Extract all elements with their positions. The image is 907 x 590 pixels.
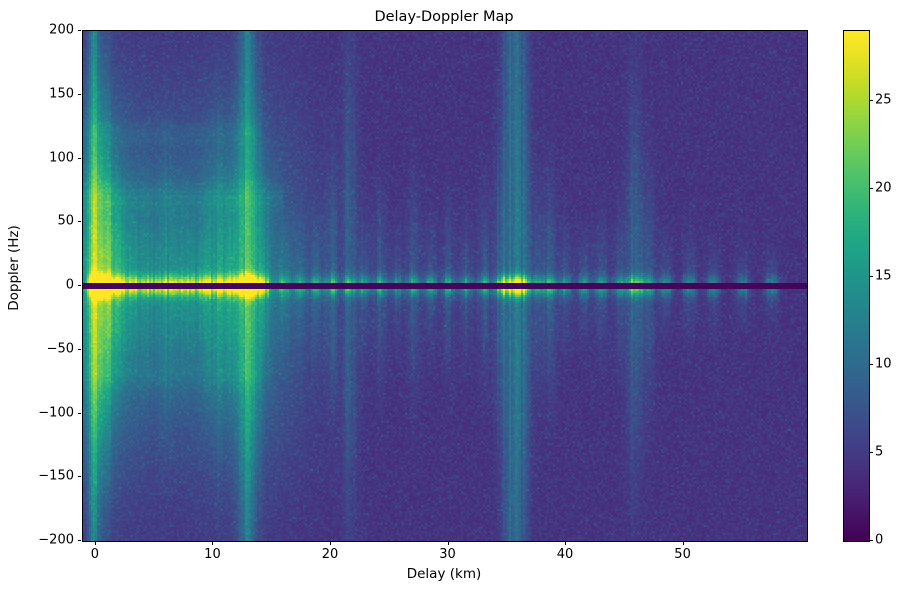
x-tick-label: 40 bbox=[556, 547, 574, 562]
colorbar-tick-mark bbox=[869, 452, 873, 454]
x-tick-mark bbox=[329, 541, 331, 545]
y-tick-label: −100 bbox=[38, 405, 74, 420]
x-tick-label: 50 bbox=[674, 547, 691, 562]
colorbar-tick-label: 15 bbox=[875, 268, 892, 284]
y-tick-mark bbox=[77, 540, 81, 541]
y-tick-mark bbox=[77, 93, 81, 95]
y-tick-label: −50 bbox=[46, 341, 74, 357]
y-tick-mark bbox=[77, 30, 81, 31]
x-tick-mark bbox=[447, 541, 449, 545]
y-tick-label: 50 bbox=[57, 213, 74, 229]
colorbar-tick-label: 20 bbox=[875, 180, 892, 196]
y-tick-mark bbox=[77, 348, 81, 350]
x-tick-mark bbox=[94, 541, 96, 545]
colorbar-tick-label: 0 bbox=[875, 532, 884, 548]
colorbar-tick-mark bbox=[869, 276, 873, 278]
y-tick-mark bbox=[77, 285, 81, 286]
x-tick-mark bbox=[682, 541, 684, 545]
page-title: Delay-Doppler Map bbox=[374, 9, 514, 25]
y-tick-label: −200 bbox=[38, 532, 74, 548]
x-tick-label: 0 bbox=[90, 547, 100, 562]
colorbar-tick-label: 25 bbox=[875, 92, 892, 108]
colorbar-tick-mark bbox=[869, 364, 873, 366]
colorbar-tick-label: 10 bbox=[875, 356, 892, 372]
x-tick-label: 10 bbox=[204, 547, 221, 562]
x-tick-label: 30 bbox=[439, 547, 456, 562]
x-axis-label: Delay (km) bbox=[406, 566, 482, 582]
y-tick-mark bbox=[77, 221, 81, 223]
y-tick-mark bbox=[77, 476, 81, 478]
colorbar-tick-label: 5 bbox=[875, 444, 884, 460]
y-tick-mark bbox=[77, 157, 81, 159]
colorbar-tick-mark bbox=[869, 540, 873, 541]
heatmap-plot-area[interactable] bbox=[82, 30, 808, 542]
y-tick-label: 0 bbox=[65, 277, 74, 293]
colorbar-tick-mark bbox=[869, 100, 873, 102]
y-tick-label: 100 bbox=[49, 150, 74, 165]
y-tick-label: 150 bbox=[49, 86, 74, 102]
colorbar[interactable] bbox=[843, 30, 870, 542]
x-tick-label: 20 bbox=[321, 547, 339, 562]
x-tick-mark bbox=[212, 541, 214, 545]
y-tick-label: −150 bbox=[38, 468, 74, 484]
y-axis-label: Doppler (Hz) bbox=[6, 225, 22, 311]
x-tick-mark bbox=[565, 541, 567, 545]
delay-doppler-heatmap-canvas[interactable] bbox=[83, 31, 807, 541]
y-tick-label: 200 bbox=[49, 22, 74, 38]
colorbar-tick-mark bbox=[869, 188, 873, 190]
colorbar-gradient bbox=[844, 31, 869, 541]
y-tick-mark bbox=[77, 412, 81, 414]
